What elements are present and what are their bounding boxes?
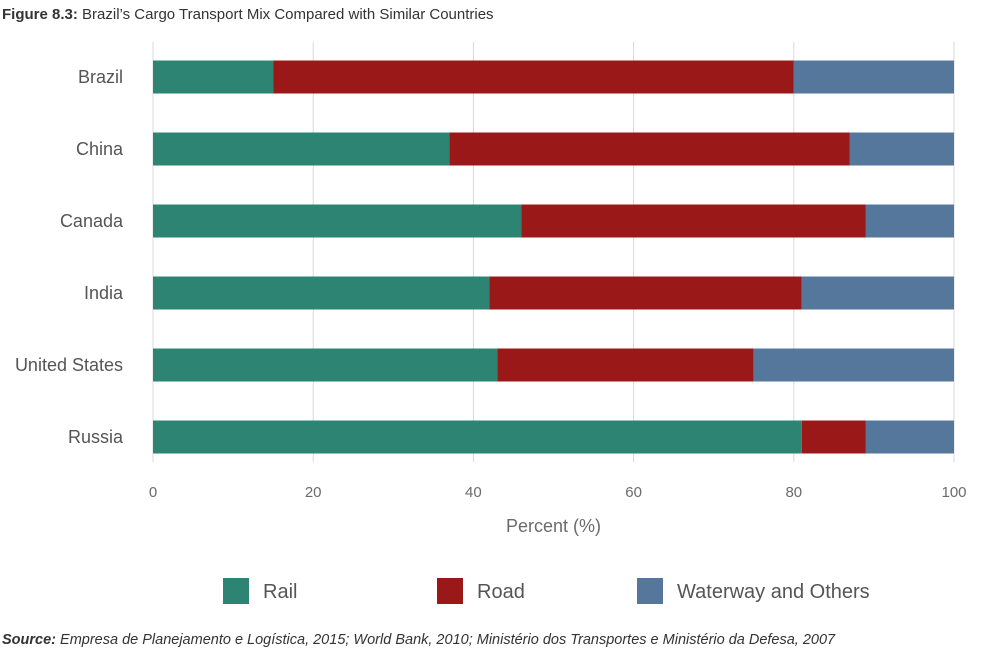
legend-swatch-road (437, 578, 463, 604)
bar-russia-waterway-and-others (865, 420, 954, 454)
stacked-bar-chart: Brazil China Canada India United States Russi… (15, 42, 967, 604)
bar-india-road (489, 276, 802, 310)
bars (153, 60, 954, 454)
legend-label-waterway-and-others: Waterway and Others (677, 581, 870, 603)
source-text: Empresa de Planejamento e Logística, 201… (60, 632, 836, 648)
legend-label-rail: Rail (263, 581, 297, 603)
bar-india-rail (153, 276, 490, 310)
bar-brazil-road (273, 60, 794, 94)
x-tick-label-60: 60 (625, 484, 642, 501)
bar-brazil-waterway-and-others (793, 60, 954, 94)
legend-swatch-rail (223, 578, 249, 604)
legend: Rail Road Waterway and Others (223, 578, 870, 604)
x-tick-labels: 0 20 40 60 80 100 (149, 484, 967, 501)
x-tick-label-20: 20 (305, 484, 322, 501)
bar-russia-rail (153, 420, 802, 454)
x-tick-label-80: 80 (785, 484, 802, 501)
source-note: Source: Empresa de Planejamento e Logíst… (2, 632, 835, 648)
category-label-brazil: Brazil (78, 67, 123, 87)
category-label-united-states: United States (15, 355, 123, 375)
bar-canada-road (521, 204, 866, 238)
x-tick-label-100: 100 (941, 484, 966, 501)
category-label-canada: Canada (60, 211, 124, 231)
bar-china-waterway-and-others (849, 132, 954, 166)
x-tick-label-0: 0 (149, 484, 157, 501)
figure-title: Figure 8.3: Brazil’s Cargo Transport Mix… (2, 6, 494, 23)
legend-label-road: Road (477, 581, 525, 603)
category-label-india: India (84, 283, 124, 303)
category-label-china: China (76, 139, 124, 159)
bar-united-states-road (497, 348, 754, 382)
category-labels: Brazil China Canada India United States Russi… (15, 67, 124, 447)
source-label: Source: (2, 632, 56, 648)
category-label-russia: Russia (68, 427, 124, 447)
bar-india-waterway-and-others (801, 276, 954, 310)
x-tick-label-40: 40 (465, 484, 482, 501)
x-axis-title: Percent (%) (506, 516, 601, 536)
bar-canada-rail (153, 204, 522, 238)
bar-united-states-waterway-and-others (753, 348, 954, 382)
bar-china-rail (153, 132, 450, 166)
legend-swatch-waterway-and-others (637, 578, 663, 604)
figure-title-text: Brazil’s Cargo Transport Mix Compared wi… (82, 6, 494, 23)
bar-russia-road (801, 420, 866, 454)
bar-canada-waterway-and-others (865, 204, 954, 238)
figure-label: Figure 8.3: (2, 6, 78, 23)
bar-united-states-rail (153, 348, 498, 382)
bar-brazil-rail (153, 60, 274, 94)
bar-china-road (449, 132, 850, 166)
grid-lines (152, 42, 955, 462)
